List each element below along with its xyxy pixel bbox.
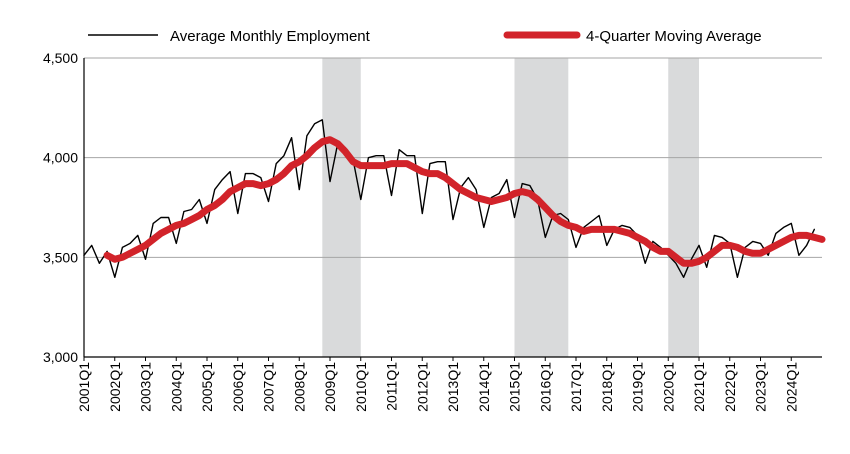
x-tick-label: 2007Q1 <box>261 362 277 412</box>
series-lines <box>83 119 826 278</box>
monthly-employment-line <box>83 119 815 278</box>
x-tick-label: 2021Q1 <box>691 362 707 412</box>
legend-item-monthly: Average Monthly Employment <box>88 28 371 45</box>
y-tick-label: 3,000 <box>43 349 78 365</box>
y-tick-label: 4,000 <box>43 150 78 166</box>
x-tick-label: 2004Q1 <box>168 362 184 412</box>
x-tick-label: 2001Q1 <box>76 362 92 412</box>
x-tick-label: 2018Q1 <box>599 362 615 412</box>
x-tick-label: 2003Q1 <box>138 362 154 412</box>
legend-label-moving-average: 4-Quarter Moving Average <box>586 28 762 45</box>
x-tick-label: 2011Q1 <box>384 362 400 411</box>
moving-average-line <box>103 136 826 267</box>
y-tick-label: 4,500 <box>43 50 78 66</box>
axes <box>83 58 822 361</box>
x-tick-label: 2009Q1 <box>322 362 338 412</box>
x-tick-label: 2016Q1 <box>537 362 553 412</box>
x-tick-label: 2019Q1 <box>630 362 646 412</box>
x-tick-label: 2008Q1 <box>291 362 307 412</box>
recession-band <box>668 58 699 357</box>
x-tick-label: 2015Q1 <box>507 362 523 412</box>
y-tick-labels: 3,000 3,500 4,000 4,500 <box>43 50 78 365</box>
legend-item-moving-average: 4-Quarter Moving Average <box>503 28 762 45</box>
y-tick-label: 3,500 <box>43 249 78 265</box>
recession-band <box>322 58 361 357</box>
x-tick-label: 2020Q1 <box>660 362 676 412</box>
gridlines <box>84 57 822 258</box>
recession-bands <box>322 58 699 357</box>
x-tick-label: 2005Q1 <box>199 362 215 412</box>
legend: Average Monthly Employment 4-Quarter Mov… <box>88 28 762 45</box>
x-tick-label: 2013Q1 <box>445 362 461 412</box>
x-tick-label: 2017Q1 <box>568 362 584 412</box>
x-tick-label: 2010Q1 <box>353 362 369 412</box>
legend-label-monthly: Average Monthly Employment <box>170 28 371 45</box>
x-tick-label: 2024Q1 <box>783 362 799 412</box>
x-tick-label: 2012Q1 <box>414 362 430 412</box>
x-tick-label: 2023Q1 <box>753 362 769 412</box>
x-tick-labels: 2001Q1 2002Q1 2003Q1 2004Q1 2005Q1 2006Q1 2007… <box>76 362 799 412</box>
x-tick-label: 2014Q1 <box>476 362 492 412</box>
x-tick-label: 2002Q1 <box>107 362 123 412</box>
x-tick-label: 2006Q1 <box>230 362 246 412</box>
x-tick-label: 2022Q1 <box>722 362 738 412</box>
